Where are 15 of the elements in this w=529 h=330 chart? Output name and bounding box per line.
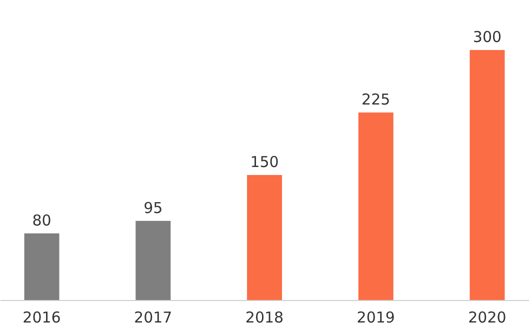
data-label: 150: [250, 153, 279, 171]
x-tick-label: 2018: [245, 308, 284, 326]
x-tick-label: 2019: [356, 308, 395, 326]
bar: [470, 50, 505, 300]
bar: [24, 233, 60, 300]
x-tick-label: 2017: [134, 308, 172, 326]
x-tick-label: 2020: [468, 308, 506, 326]
data-label: 80: [32, 211, 52, 230]
bar: [136, 220, 171, 300]
x-tick-label: 2016: [22, 308, 61, 326]
bar: [358, 112, 394, 300]
bar: [247, 175, 282, 300]
data-label: 95: [144, 198, 163, 217]
data-label: 300: [472, 28, 502, 46]
data-label: 225: [362, 90, 390, 108]
